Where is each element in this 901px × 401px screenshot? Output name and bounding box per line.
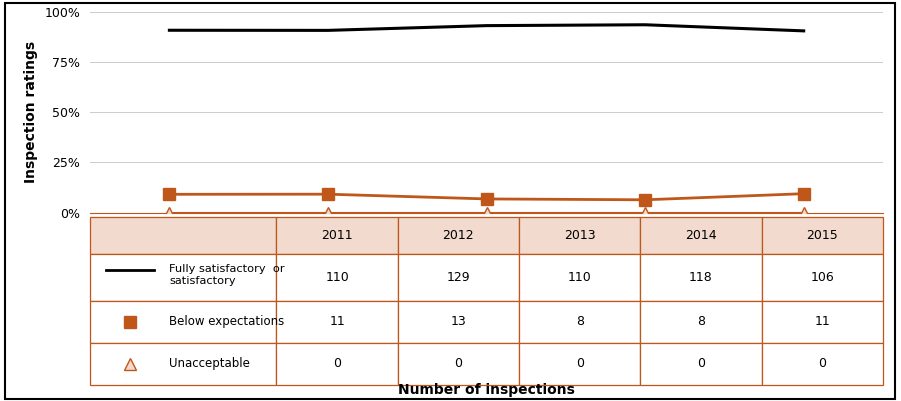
FancyBboxPatch shape xyxy=(761,343,883,385)
Y-axis label: Inspection ratings: Inspection ratings xyxy=(23,41,38,183)
FancyBboxPatch shape xyxy=(641,343,761,385)
FancyBboxPatch shape xyxy=(761,301,883,343)
Text: 0: 0 xyxy=(697,357,705,371)
Text: 2013: 2013 xyxy=(564,229,596,241)
Text: 2015: 2015 xyxy=(806,229,838,241)
Text: 0: 0 xyxy=(454,357,462,371)
Text: 8: 8 xyxy=(697,315,705,328)
Text: 0: 0 xyxy=(576,357,584,371)
FancyBboxPatch shape xyxy=(277,301,397,343)
FancyBboxPatch shape xyxy=(277,253,397,301)
FancyBboxPatch shape xyxy=(397,343,519,385)
Text: 0: 0 xyxy=(818,357,826,371)
Text: 2014: 2014 xyxy=(685,229,717,241)
Text: 11: 11 xyxy=(815,315,830,328)
Text: Unacceptable: Unacceptable xyxy=(169,357,250,371)
Text: 13: 13 xyxy=(450,315,467,328)
FancyBboxPatch shape xyxy=(641,217,761,253)
Text: Below expectations: Below expectations xyxy=(169,315,285,328)
FancyBboxPatch shape xyxy=(641,301,761,343)
FancyBboxPatch shape xyxy=(397,301,519,343)
Text: Fully satisfactory  or
satisfactory: Fully satisfactory or satisfactory xyxy=(169,264,285,286)
FancyBboxPatch shape xyxy=(90,253,277,301)
FancyBboxPatch shape xyxy=(90,301,277,343)
FancyBboxPatch shape xyxy=(519,217,641,253)
Text: 2012: 2012 xyxy=(442,229,474,241)
FancyBboxPatch shape xyxy=(90,217,277,253)
Text: 110: 110 xyxy=(325,271,349,284)
Text: 2011: 2011 xyxy=(322,229,353,241)
FancyBboxPatch shape xyxy=(519,253,641,301)
FancyBboxPatch shape xyxy=(397,253,519,301)
Text: 129: 129 xyxy=(447,271,470,284)
FancyBboxPatch shape xyxy=(277,343,397,385)
FancyBboxPatch shape xyxy=(90,343,277,385)
FancyBboxPatch shape xyxy=(519,301,641,343)
Text: 110: 110 xyxy=(568,271,592,284)
Text: Number of inspections: Number of inspections xyxy=(398,383,575,397)
Text: 118: 118 xyxy=(689,271,713,284)
FancyBboxPatch shape xyxy=(641,253,761,301)
FancyBboxPatch shape xyxy=(519,343,641,385)
FancyBboxPatch shape xyxy=(761,253,883,301)
Text: 11: 11 xyxy=(329,315,345,328)
FancyBboxPatch shape xyxy=(761,217,883,253)
FancyBboxPatch shape xyxy=(277,217,397,253)
Text: 8: 8 xyxy=(576,315,584,328)
FancyBboxPatch shape xyxy=(397,217,519,253)
Text: 0: 0 xyxy=(333,357,341,371)
Text: 106: 106 xyxy=(811,271,834,284)
